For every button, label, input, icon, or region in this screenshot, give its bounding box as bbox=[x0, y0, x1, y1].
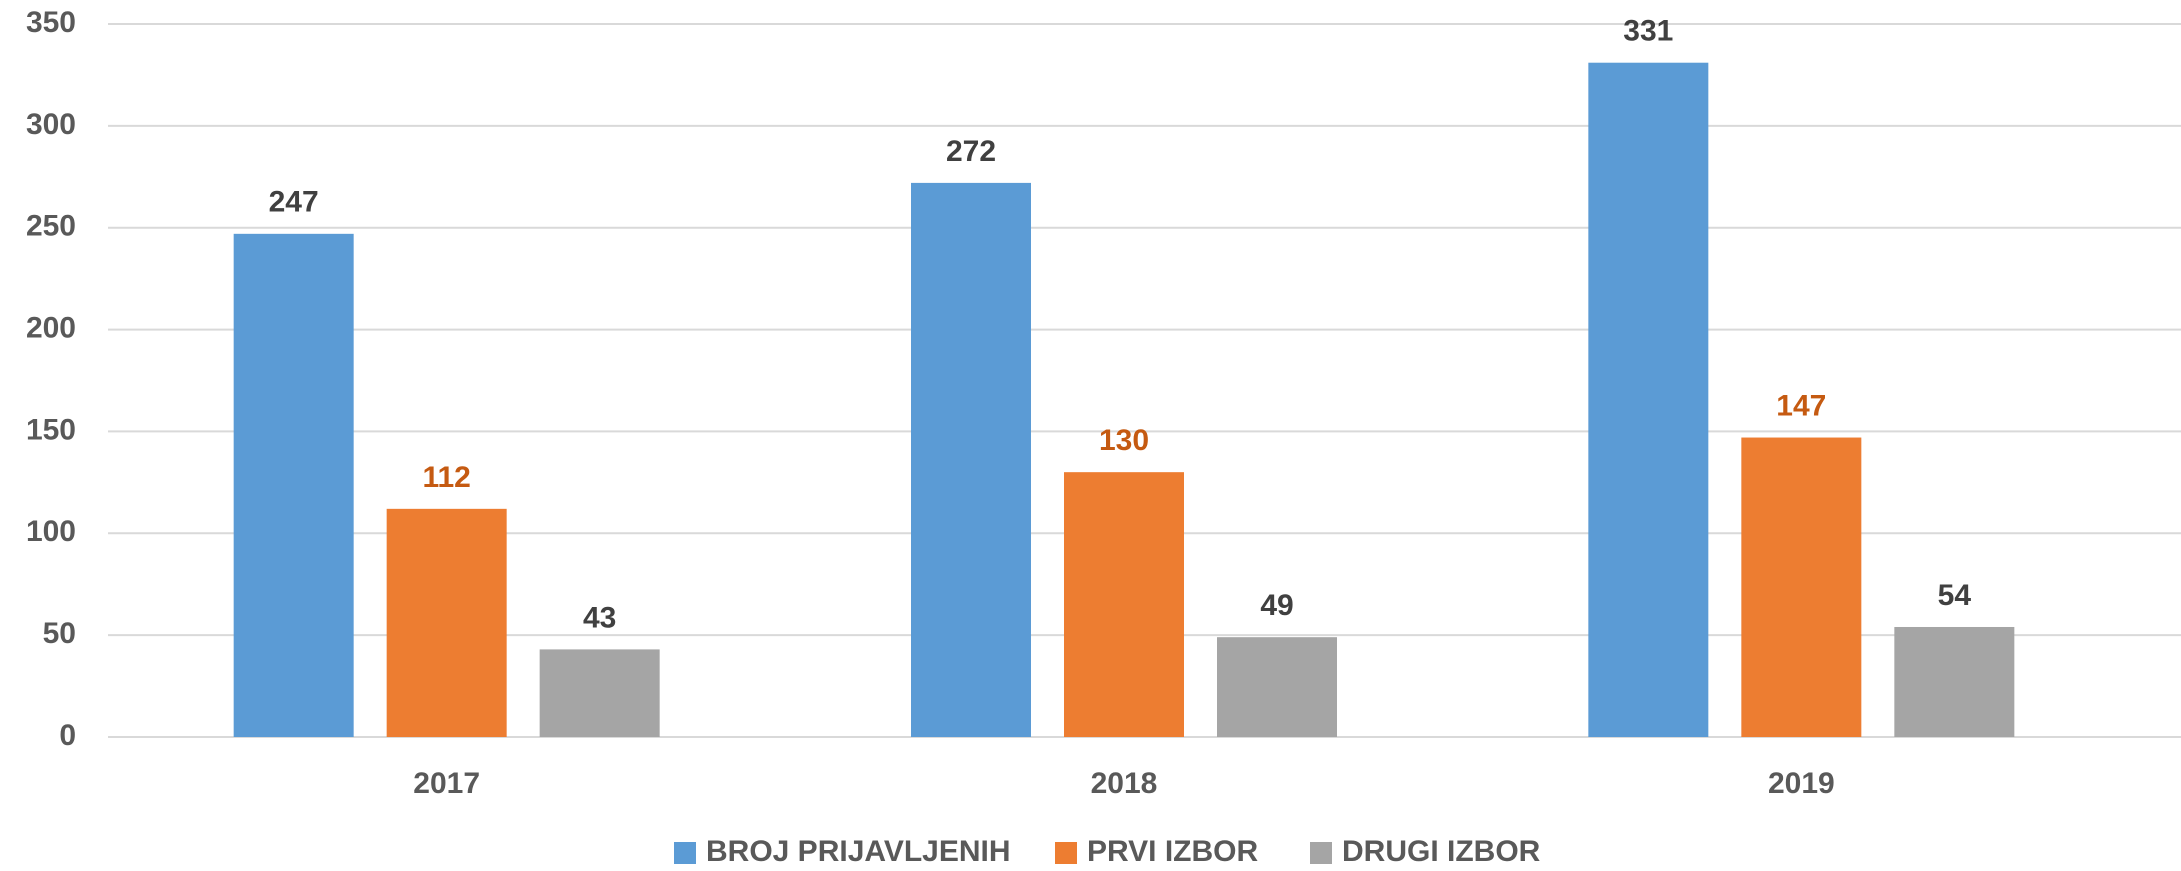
y-tick-label: 200 bbox=[26, 311, 76, 344]
y-tick-label: 250 bbox=[26, 210, 76, 243]
legend-label: PRVI IZBOR bbox=[1087, 835, 1258, 868]
bar bbox=[233, 233, 354, 737]
legend-swatch bbox=[1310, 842, 1332, 864]
bar bbox=[911, 182, 1031, 737]
legend-label: BROJ PRIJAVLJENIH bbox=[706, 835, 1011, 868]
y-tick-label: 0 bbox=[59, 719, 76, 752]
y-tick-label: 100 bbox=[26, 515, 76, 548]
data-label: 130 bbox=[1099, 424, 1149, 457]
y-tick-label: 50 bbox=[43, 617, 76, 650]
data-label: 49 bbox=[1260, 589, 1293, 622]
x-tick-label: 2018 bbox=[1091, 767, 1158, 800]
legend-swatch bbox=[674, 842, 696, 864]
x-tick-label: 2017 bbox=[413, 767, 480, 800]
data-label: 54 bbox=[1938, 579, 1972, 612]
data-label: 247 bbox=[269, 186, 319, 219]
x-tick-label: 2019 bbox=[1768, 767, 1835, 800]
data-label: 43 bbox=[583, 601, 616, 634]
data-label: 272 bbox=[946, 135, 996, 168]
legend-label: DRUGI IZBOR bbox=[1342, 835, 1541, 868]
y-tick-label: 150 bbox=[26, 413, 76, 446]
bar bbox=[1894, 626, 2015, 737]
y-tick-label: 350 bbox=[26, 6, 76, 39]
data-label: 147 bbox=[1776, 389, 1826, 422]
bar bbox=[386, 508, 507, 737]
bar bbox=[1741, 437, 1862, 737]
bar bbox=[539, 649, 660, 737]
bar bbox=[1588, 62, 1709, 738]
data-label: 331 bbox=[1623, 15, 1673, 48]
y-tick-label: 300 bbox=[26, 108, 76, 141]
bar bbox=[1064, 472, 1184, 737]
legend-swatch bbox=[1055, 842, 1077, 864]
bar bbox=[1217, 637, 1337, 737]
data-label: 112 bbox=[422, 461, 470, 494]
